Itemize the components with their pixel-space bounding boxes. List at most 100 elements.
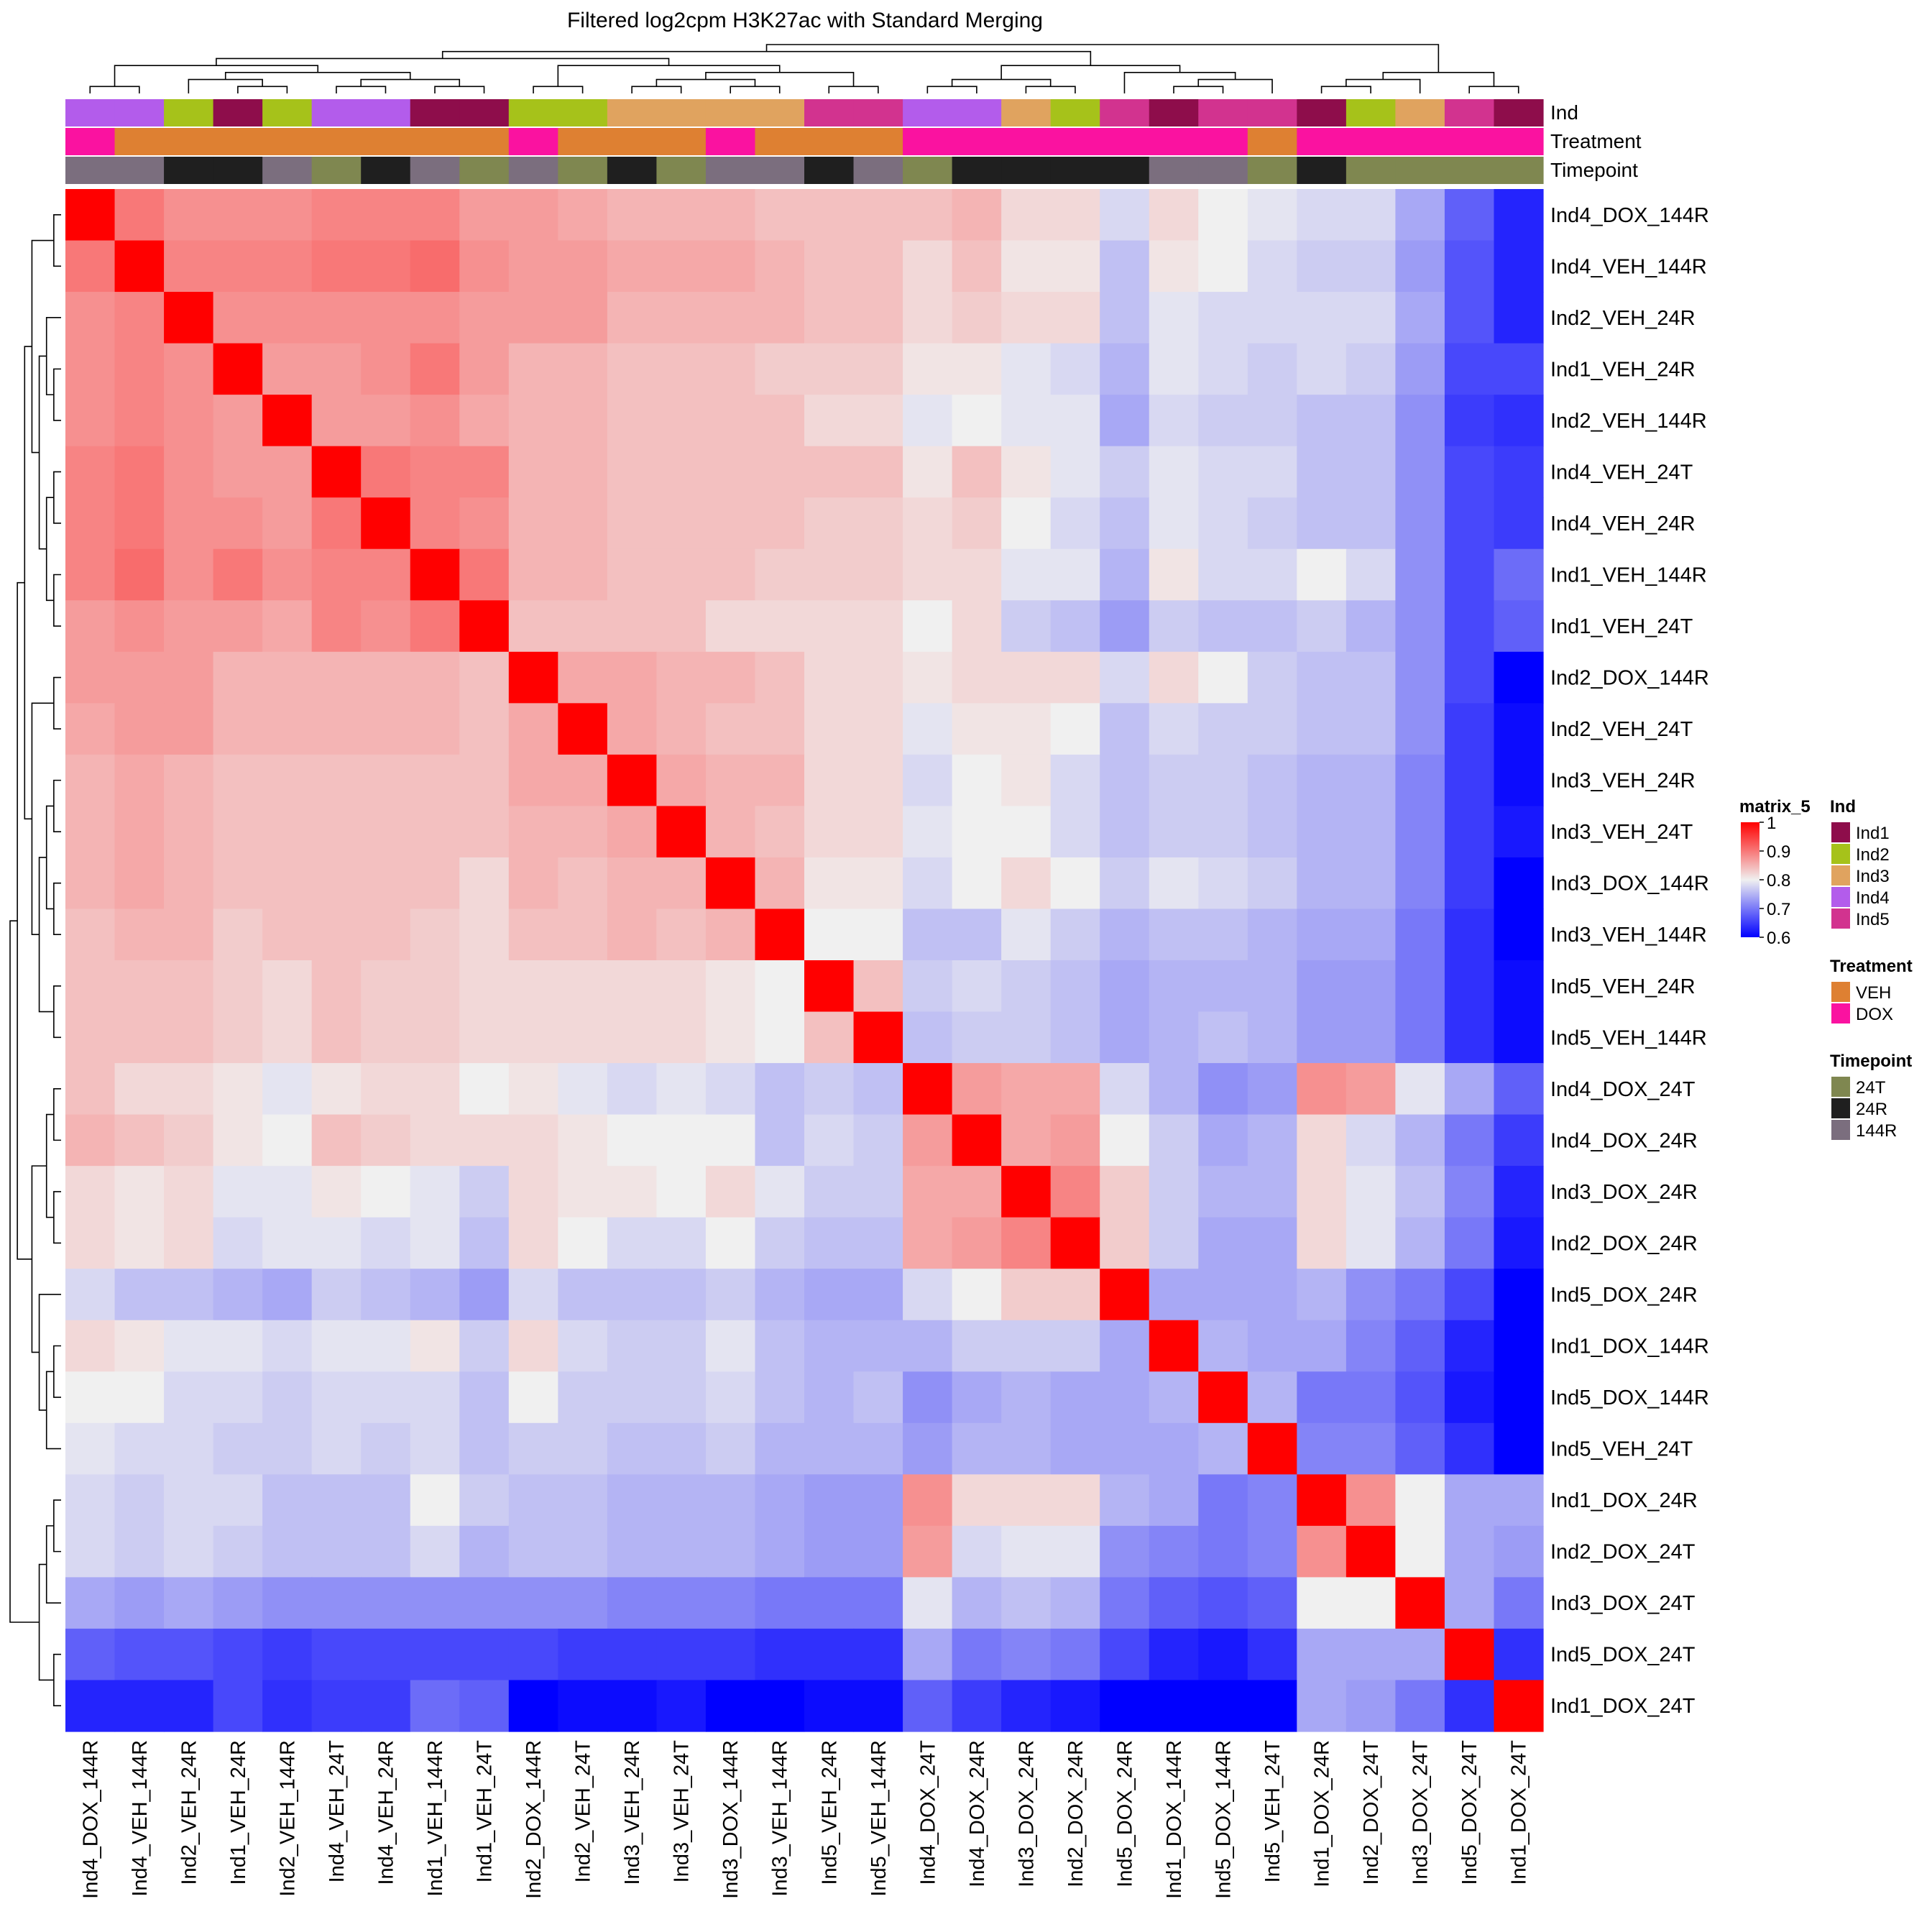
heatmap-cell <box>459 1166 510 1218</box>
annotation-cell-timepoint <box>1050 157 1100 184</box>
heatmap-cell <box>853 1011 903 1064</box>
heatmap-cell <box>114 1371 165 1424</box>
heatmap-cell <box>558 908 608 961</box>
heatmap-cell <box>164 395 214 447</box>
column-label: Ind2_VEH_144R <box>276 1740 299 1897</box>
heatmap-cell <box>952 857 1002 910</box>
heatmap-cell <box>952 1114 1002 1167</box>
heatmap-cell <box>903 189 953 242</box>
row-labels: Ind4_DOX_144R Ind4_VEH_144R Ind2_VEH_24R In… <box>1550 204 1709 1718</box>
column-label: Ind1_DOX_144R <box>1163 1740 1186 1899</box>
heatmap-cell <box>65 703 116 755</box>
heatmap-cell <box>853 1371 903 1424</box>
heatmap-cell <box>1001 1371 1052 1424</box>
heatmap-cell <box>804 395 855 447</box>
heatmap-cell <box>508 240 558 293</box>
annotation-cell-timepoint <box>262 157 313 184</box>
heatmap-cell <box>804 1217 855 1269</box>
heatmap-cell <box>705 548 756 601</box>
heatmap-cell <box>1001 395 1052 447</box>
column-labels: Ind4_DOX_144R Ind4_VEH_144R Ind2_VEH_24R In… <box>79 1740 1530 1899</box>
color-scale-bar <box>1741 822 1760 937</box>
heatmap-cell <box>607 1422 657 1475</box>
heatmap-cell <box>1247 1320 1297 1372</box>
annotation-cell-treatment <box>508 128 558 155</box>
heatmap-cell <box>903 857 953 910</box>
heatmap-cell <box>1395 1114 1445 1167</box>
heatmap-cell <box>1149 1166 1199 1218</box>
heatmap-cell <box>1198 1628 1248 1681</box>
heatmap-cell <box>361 1011 411 1064</box>
heatmap-cell <box>853 1269 903 1321</box>
heatmap-cell <box>311 240 362 293</box>
heatmap-cell <box>508 806 558 858</box>
heatmap-cell <box>164 960 214 1013</box>
legend-item-label: 24T <box>1856 1078 1886 1098</box>
heatmap-cell <box>508 1371 558 1424</box>
heatmap-cell <box>705 960 756 1013</box>
heatmap-cell <box>558 292 608 344</box>
heatmap-cell <box>1001 446 1052 498</box>
heatmap-cell <box>311 1011 362 1064</box>
heatmap-cell <box>65 1166 116 1218</box>
heatmap-cell <box>1395 292 1445 344</box>
heatmap-cell <box>361 960 411 1013</box>
heatmap-cell <box>311 1114 362 1167</box>
heatmap-cell <box>1297 1269 1347 1321</box>
heatmap-cell <box>65 1063 116 1116</box>
annotation-cell-ind <box>705 99 756 126</box>
annotation-cell-ind <box>1297 99 1347 126</box>
heatmap-cell <box>558 1269 608 1321</box>
heatmap-cell <box>903 703 953 755</box>
legend-item-label: Ind3 <box>1856 867 1890 886</box>
heatmap-cell <box>656 960 707 1013</box>
heatmap-cell <box>1444 754 1495 806</box>
annotation-cell-treatment <box>755 128 805 155</box>
heatmap-cell <box>755 446 805 498</box>
heatmap-cell <box>656 908 707 961</box>
heatmap-cell <box>1395 857 1445 910</box>
heatmap-cell <box>558 1371 608 1424</box>
heatmap-cell <box>1247 343 1297 395</box>
heatmap-cell <box>1494 651 1544 704</box>
heatmap-cell <box>361 548 411 601</box>
heatmap-cell <box>1444 1217 1495 1269</box>
heatmap-cell <box>558 806 608 858</box>
heatmap-cell <box>361 1320 411 1372</box>
heatmap-cell <box>1247 1371 1297 1424</box>
heatmap-cell <box>804 908 855 961</box>
heatmap-cell <box>903 651 953 704</box>
heatmap-cell <box>508 1011 558 1064</box>
heatmap-cell <box>1395 548 1445 601</box>
column-label: Ind4_DOX_144R <box>79 1740 102 1899</box>
heatmap-cell <box>213 1422 263 1475</box>
heatmap-cell <box>952 1217 1002 1269</box>
heatmap-cell <box>1100 1474 1150 1527</box>
annotation-cell-timepoint <box>1346 157 1396 184</box>
heatmap-cell <box>65 1422 116 1475</box>
heatmap-cell <box>1001 1474 1052 1527</box>
column-label: Ind1_VEH_24R <box>227 1740 250 1885</box>
heatmap-cell <box>361 1474 411 1527</box>
annotation-cell-ind <box>1395 99 1445 126</box>
heatmap-cell <box>853 1680 903 1732</box>
heatmap-cell <box>1100 446 1150 498</box>
heatmap-cell <box>1050 1680 1100 1732</box>
heatmap-cell <box>558 1422 608 1475</box>
heatmap-cell <box>1494 754 1544 806</box>
heatmap-cell <box>164 1269 214 1321</box>
annotation-cell-timepoint <box>804 157 855 184</box>
heatmap-cell <box>1444 857 1495 910</box>
heatmap-cell <box>262 1320 313 1372</box>
heatmap-cell <box>1346 395 1396 447</box>
heatmap-cell <box>262 548 313 601</box>
dendrogram-branch <box>926 86 978 93</box>
heatmap-cell <box>1494 1011 1544 1064</box>
heatmap-cell <box>804 1269 855 1321</box>
heatmap-cell <box>1346 1114 1396 1167</box>
heatmap-cell <box>311 1166 362 1218</box>
heatmap-cell <box>213 1525 263 1578</box>
heatmap-cell <box>213 1063 263 1116</box>
heatmap-cell <box>508 292 558 344</box>
heatmap-cell <box>558 1217 608 1269</box>
